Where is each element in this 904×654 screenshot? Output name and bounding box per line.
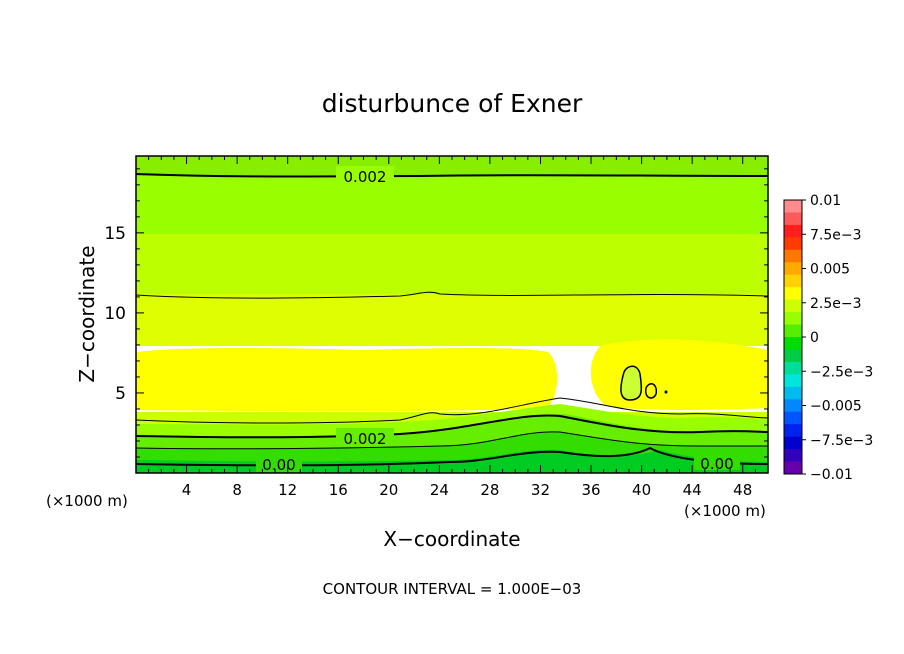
x-ticks: 4 8 12 16 20 24 28 32 36 40 44 48 [148,156,756,499]
colorbar-segment [784,249,802,263]
contour-label-1: 0.002 [344,168,387,186]
colorbar [784,200,802,475]
x-tick-label: 12 [278,481,297,499]
colorbar-tick-label: −0.01 [810,467,853,483]
y-ticks: 5 10 15 [104,168,768,458]
field-core-left [136,348,557,412]
colorbar-tick-label: −7.5e−3 [810,433,873,449]
colorbar-segment [784,299,802,313]
contour-label-box-4 [694,454,740,470]
contour-interval-text: CONTOUR INTERVAL = 1.000E−03 [323,580,582,598]
x-unit-label: (×1000 m) [684,502,766,520]
colorbar-tick-label: 2.5e−3 [810,296,862,312]
contour-closed-small [645,383,658,399]
x-tick-label: 28 [480,481,499,499]
y-tick-label: 15 [104,224,126,244]
colorbar-segment [784,449,802,463]
y-axis-label: Z−coordinate [75,245,99,382]
contour-closed-cell [620,365,643,401]
colorbar-tick-label: 0.01 [810,193,841,209]
colorbar-segment [784,212,802,226]
x-tick-label: 16 [329,481,348,499]
contour-line-low1 [136,397,768,424]
colorbar-segment [784,386,802,400]
colorbar-segment [784,361,802,375]
x-tick-label: 4 [182,481,192,499]
y-tick-label: 10 [104,304,126,324]
colorbar-segment [784,461,802,475]
colorbar-segment [784,411,802,425]
x-tick-label: 44 [683,481,702,499]
colorbar-segment [784,374,802,388]
colorbar-segment [784,424,802,438]
x-tick-label: 40 [632,481,651,499]
colorbar-segment [784,274,802,288]
contour-line-top [136,173,768,178]
colorbar-tick-label: 7.5e−3 [810,227,862,243]
y-tick-label: 5 [115,384,126,404]
contour-label-4: 0.00 [700,455,733,473]
x-tick-label: 36 [581,481,600,499]
colorbar-segment [784,312,802,326]
field-band-top [136,156,768,176]
contour-label-box-1 [336,166,394,184]
colorbar-segment [784,200,802,213]
contour-line-low3 [136,431,768,450]
colorbar-segment [784,436,802,450]
plot-area [136,156,768,473]
chart-title: disturbunce of Exner [322,89,583,118]
field-band-upper [136,176,768,234]
colorbar-tick-label: 0 [810,330,819,346]
contour-line-upper [136,291,768,299]
colorbar-labels: 0.01 7.5e−3 0.005 2.5e−3 0 −2.5e−3 −0.005 −7.5e… [802,193,873,483]
colorbar-tick-label: −0.005 [810,399,862,415]
contour-line-low2 [136,414,768,439]
x-tick-label: 32 [531,481,550,499]
field-band-mid [136,294,768,346]
contour-label-2: 0.002 [344,430,387,448]
colorbar-segment [784,349,802,363]
colorbar-segment [784,262,802,276]
y-unit-label: (×1000 m) [46,492,128,510]
x-tick-label: 8 [232,481,242,499]
colorbar-segment [784,224,802,238]
contour-label-box-3 [256,456,302,472]
x-tick-label: 48 [733,481,752,499]
colorbar-segment [784,287,802,301]
colorbar-segment [784,337,802,350]
contour-label-box-2 [336,428,394,446]
x-tick-label: 20 [379,481,398,499]
field-core-right [590,339,768,410]
colorbar-segment [784,324,802,338]
colorbar-segment [784,399,802,413]
contour-dot [664,390,668,394]
colorbar-segment [784,237,802,251]
x-axis-label: X−coordinate [383,527,520,551]
field-band-mid-upper [136,234,768,294]
colorbar-tick-label: 0.005 [810,262,850,278]
colorbar-tick-label: −2.5e−3 [810,364,873,380]
x-tick-label: 24 [430,481,449,499]
contour-label-3: 0.00 [262,456,295,474]
